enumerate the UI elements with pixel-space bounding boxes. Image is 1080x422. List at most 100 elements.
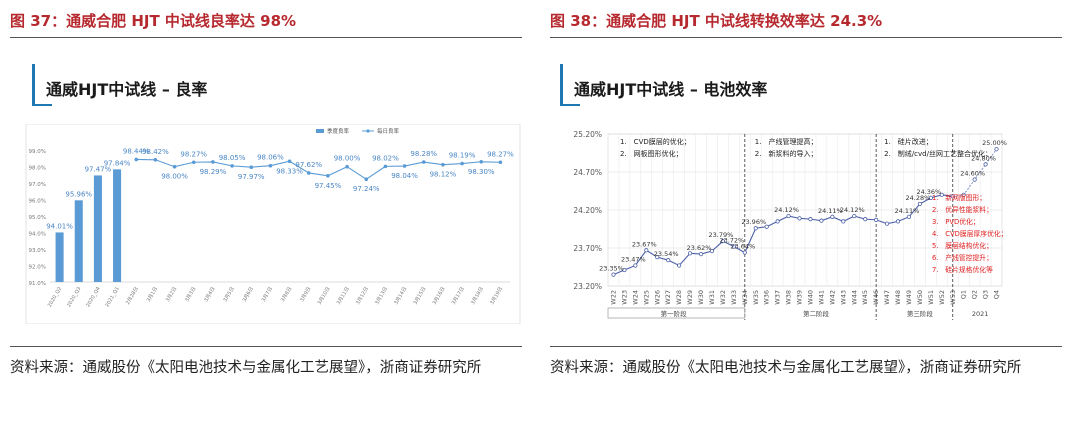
phase-label: 2021 xyxy=(972,310,989,318)
daily-yield-label: 98.05% xyxy=(219,154,246,162)
efficiency-label: 24.28% xyxy=(906,194,931,202)
x-tick-label: W24 xyxy=(631,290,639,305)
efficiency-point xyxy=(884,221,890,226)
x-tick-label: W35 xyxy=(752,290,760,305)
accent-bar xyxy=(32,64,35,104)
daily-yield-point xyxy=(460,161,464,166)
x-tick-label: Q3 xyxy=(982,290,990,299)
x-tick-label: W36 xyxy=(763,290,771,305)
efficiency-point xyxy=(950,194,955,199)
efficiency-point xyxy=(666,258,671,263)
bottom-rule xyxy=(550,346,1062,347)
accent-underline xyxy=(560,104,580,106)
efficiency-point xyxy=(687,251,693,256)
phase-label: 第三阶段 xyxy=(907,309,934,318)
efficiency-label: 24.12% xyxy=(840,206,865,214)
daily-yield-point xyxy=(287,159,292,164)
daily-yield-point xyxy=(153,157,158,162)
efficiency-point xyxy=(852,213,857,219)
efficiency-point xyxy=(863,217,868,222)
x-tick-label: W50 xyxy=(916,290,924,305)
inner-title: 通威HJT中试线 – 电池效率 xyxy=(574,80,768,99)
daily-yield-label: 97.62% xyxy=(295,161,322,169)
x-tick-label: W34 xyxy=(741,290,749,305)
efficiency-label: 23.62% xyxy=(687,244,712,252)
daily-yield-label: 98.30% xyxy=(468,168,495,176)
efficiency-point xyxy=(841,219,846,224)
bar xyxy=(93,175,102,282)
roadmap-note: 6. 产线管控提升； xyxy=(932,253,993,262)
x-tick-label: W43 xyxy=(839,290,847,305)
x-tick-label: W31 xyxy=(708,290,716,305)
x-tick-label: W51 xyxy=(927,290,935,305)
daily-yield-point xyxy=(134,157,139,162)
daily-yield-label: 98.29% xyxy=(200,168,227,176)
efficiency-point xyxy=(961,192,966,197)
x-tick-label: W41 xyxy=(817,290,825,305)
efficiency-label: 23.54% xyxy=(654,250,679,258)
phase2-note: 2. 新浆料的导入； xyxy=(755,149,818,158)
efficiency-label: 24.11% xyxy=(895,207,920,215)
yield-chart: 91.0% 92.0% 93.0% 94.0% 95.0% 96.0% 97.0% 98.0%… xyxy=(25,124,521,324)
y-tick-label: 94.0% xyxy=(29,232,46,238)
figure-37-panel: 图 37：通威合肥 HJT 中试线良率达 98% 通威HJT中试线 – 良率 9… xyxy=(10,0,530,422)
x-tick-label: W38 xyxy=(785,290,793,305)
y-tick-label: 23.20% xyxy=(573,282,602,291)
efficiency-point xyxy=(983,162,988,167)
efficiency-point xyxy=(939,192,944,197)
top-rule xyxy=(10,37,522,38)
x-tick-label: W39 xyxy=(796,290,804,305)
daily-yield-point xyxy=(326,173,330,178)
daily-yield-label: 98.00% xyxy=(334,155,361,163)
bottom-rule xyxy=(10,346,522,347)
efficiency-point xyxy=(786,213,791,219)
efficiency-point xyxy=(819,218,824,223)
x-tick-label: W52 xyxy=(938,290,946,305)
top-rule xyxy=(550,37,1062,38)
efficiency-point xyxy=(677,263,682,268)
roadmap-note: 1. 新网版图形； xyxy=(932,193,986,202)
legend-swatch-marker xyxy=(366,129,370,133)
x-tick-label: W40 xyxy=(806,290,814,305)
x-tick-label: W46 xyxy=(872,290,880,305)
daily-yield-point xyxy=(345,164,349,169)
x-tick-label: W53 xyxy=(949,290,957,305)
daily-yield-label: 98.28% xyxy=(410,150,437,158)
efficiency-point xyxy=(928,195,933,200)
daily-yield-point xyxy=(249,165,254,169)
efficiency-point xyxy=(622,267,627,273)
efficiency-label: 23.35% xyxy=(599,265,624,273)
bar-label: 95.96% xyxy=(65,190,92,198)
y-tick-label: 93.0% xyxy=(29,248,46,254)
efficiency-point xyxy=(644,248,649,253)
x-tick-label: W30 xyxy=(697,290,705,305)
figure-37-title: 图 37：通威合肥 HJT 中试线良率达 98% xyxy=(10,12,297,30)
bar-label: 97.47% xyxy=(85,165,112,173)
x-tick-label: W44 xyxy=(850,290,858,305)
x-tick-label: W22 xyxy=(609,290,617,305)
efficiency-label: 23.79% xyxy=(709,231,734,239)
phase-label: 第一阶段 xyxy=(661,309,688,318)
efficiency-point xyxy=(611,272,616,277)
x-tick-label: W33 xyxy=(730,290,738,305)
source-note: 资料来源：通威股份《太阳电池技术与金属化工艺展望》，浙商证券研究所 xyxy=(10,360,482,376)
x-tick-label: Q2 xyxy=(971,290,979,299)
daily-yield-label: 98.44% xyxy=(123,147,150,155)
bar-label: 94.01% xyxy=(46,222,73,230)
bar xyxy=(74,200,83,282)
efficiency-label: 24.60% xyxy=(960,170,985,178)
efficiency-point xyxy=(808,217,813,222)
phase1-note: 1. CVD膜层的优化； xyxy=(620,137,691,146)
x-tick-label: Q1 xyxy=(960,290,968,299)
daily-yield-label: 98.19% xyxy=(449,152,476,160)
roadmap-note: 2. 优异性能浆料； xyxy=(932,205,993,214)
efficiency-label: 24.12% xyxy=(774,206,799,214)
daily-yield-label: 98.27% xyxy=(180,150,207,158)
daily-yield-label: 98.02% xyxy=(372,154,399,162)
daily-yield-point xyxy=(306,171,311,175)
y-tick-label: 23.70% xyxy=(573,244,602,253)
daily-yield-line xyxy=(136,158,501,180)
y-tick-label: 24.70% xyxy=(573,168,602,177)
daily-yield-point xyxy=(441,162,445,167)
bar xyxy=(55,232,64,282)
